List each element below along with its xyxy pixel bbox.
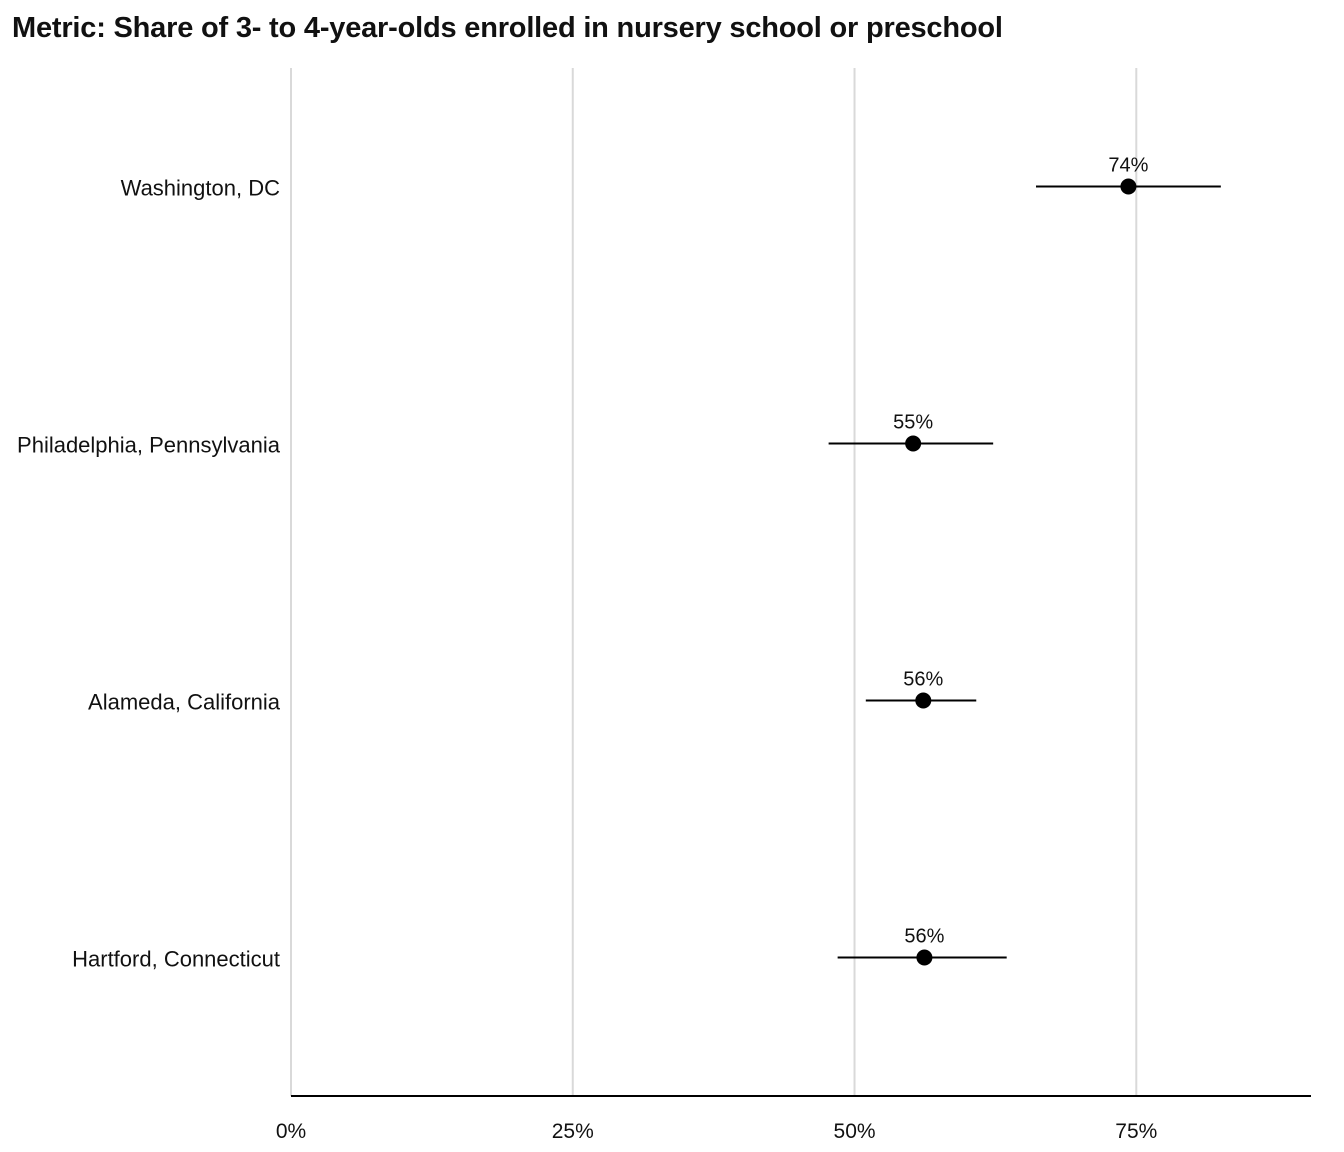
data-marks: 74% 55% 56% 56% <box>828 155 1221 966</box>
data-point <box>915 692 932 709</box>
category-label: Alameda, California <box>88 690 281 715</box>
data-label: 74% <box>1108 155 1148 177</box>
category-label: Philadelphia, Pennsylvania <box>17 433 281 458</box>
x-axis: 0% 25% 50% 75% <box>276 1095 1311 1143</box>
data-point <box>916 949 933 966</box>
x-tick-label: 50% <box>834 1120 876 1143</box>
data-point <box>905 435 922 452</box>
chart-title: Metric: Share of 3- to 4-year-olds enrol… <box>12 12 1003 44</box>
grid-layer <box>290 68 1138 1096</box>
data-label: 56% <box>903 669 943 691</box>
category-label: Washington, DC <box>121 176 280 201</box>
data-label: 55% <box>893 412 933 434</box>
x-tick-label: 75% <box>1115 1120 1157 1143</box>
x-tick-label: 0% <box>276 1120 306 1143</box>
x-tick-label: 25% <box>552 1120 594 1143</box>
category-label: Hartford, Connecticut <box>72 947 280 972</box>
data-point <box>1120 178 1137 195</box>
category-labels: Washington, DC Philadelphia, Pennsylvania… <box>17 176 281 972</box>
data-label: 56% <box>904 926 944 948</box>
